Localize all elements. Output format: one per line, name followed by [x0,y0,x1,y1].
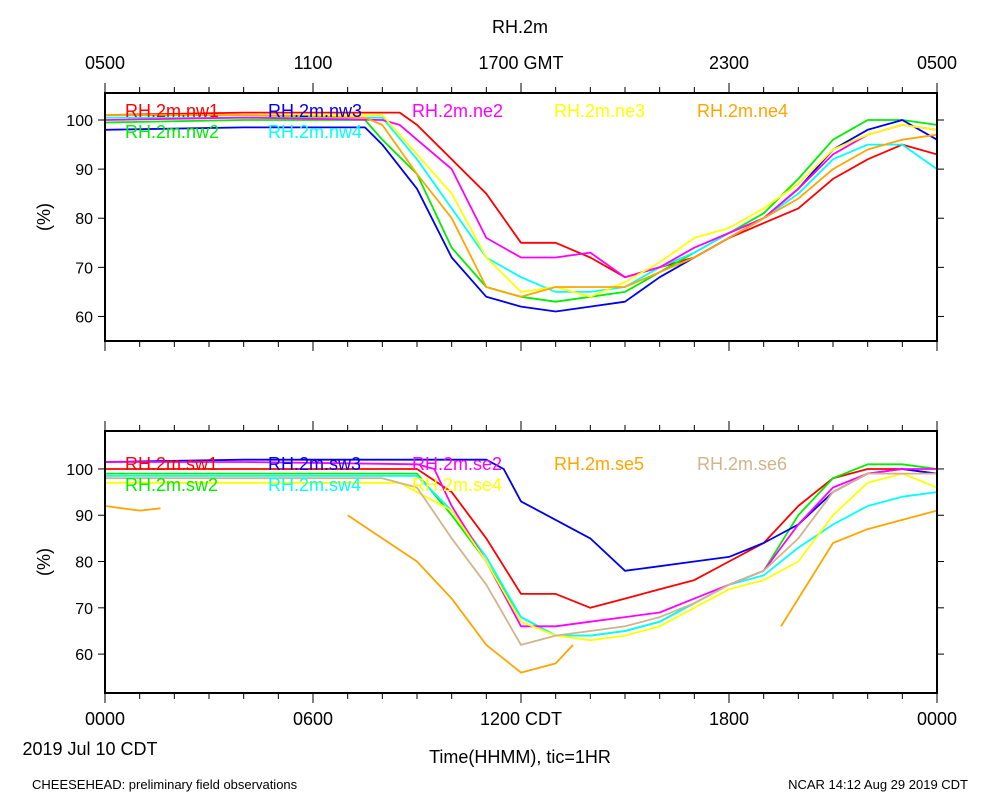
y-tick-label: 100 [66,462,93,479]
y-axis-label: (%) [34,548,54,576]
x-tick-label: 1800 [709,709,749,729]
footer-right: NCAR 14:12 Aug 29 2019 CDT [788,777,968,792]
legend-entry: RH.2m.ne2 [412,101,503,121]
legend-entry: RH.2m.ne4 [697,101,788,121]
top-x-tick-label: 1700 GMT [478,53,563,73]
series-line-RH-2m-nw3 [105,119,937,313]
y-tick-label: 90 [75,508,93,525]
series-line-RH-2m-sw4 [105,474,937,637]
top-x-tick-label: 0500 [917,53,957,73]
legend-entry: RH.2m.ne3 [554,101,645,121]
legend-entry: RH.2m.sw1 [125,454,218,474]
series-line-RH-2m-sw2 [105,463,937,637]
legend-entry: RH.2m.nw1 [125,101,219,121]
series-line-RH-2m-nw2 [105,119,937,303]
legend-entry: RH.2m.nw4 [268,122,362,142]
y-tick-label: 70 [75,260,93,277]
series-group [105,458,937,674]
legend-entry: RH.2m.se2 [412,454,502,474]
chart-title: RH.2m [492,17,548,37]
top-x-tick-label: 0500 [85,53,125,73]
y-axis-label: (%) [34,203,54,231]
footer-left: CHEESEHEAD: preliminary field observatio… [32,777,298,792]
legend-entry: RH.2m.sw4 [268,475,361,495]
series-line-RH-2m-nw4 [105,116,937,293]
y-tick-label: 100 [66,113,93,130]
series-line-RH-2m-se4 [105,472,937,642]
top-x-tick-label: 2300 [709,53,749,73]
x-axis-label: Time(HHMM), tic=1HR [429,747,611,767]
series-line-RH-2m-ne2 [105,116,937,279]
series-line-RH-2m-se5 [780,509,937,627]
date-label: 2019 Jul 10 CDT [22,739,157,759]
legend-entry: RH.2m.se6 [697,454,787,474]
x-tick-label: 0000 [85,709,125,729]
series-group [105,111,937,313]
y-tick-label: 80 [75,211,93,228]
top-x-tick-label: 1100 [294,53,333,73]
series-line-RH-2m-se6 [105,472,937,646]
y-tick-label: 60 [75,647,93,664]
legend-entry: RH.2m.nw3 [268,101,362,121]
x-tick-label: 0000 [917,709,957,729]
series-line-RH-2m-nw1 [105,111,937,279]
series-line-RH-2m-se5 [105,505,161,512]
series-line-RH-2m-se5 [347,514,574,674]
legend-entry: RH.2m.se4 [412,475,502,495]
y-tick-label: 70 [75,601,93,618]
legend-entry: RH.2m.sw3 [268,454,361,474]
y-tick-label: 80 [75,555,93,572]
x-tick-label: 0600 [293,709,333,729]
y-tick-label: 90 [75,162,93,179]
series-line-RH-2m-ne4 [105,114,937,298]
series-line-RH-2m-ne3 [105,114,937,298]
legend-entry: RH.2m.sw2 [125,475,218,495]
y-tick-label: 60 [75,309,93,326]
x-tick-label: 1200 CDT [480,709,562,729]
legend-entry: RH.2m.nw2 [125,122,219,142]
plot-frame [104,430,938,694]
series-line-RH-2m-se2 [105,461,937,628]
plot-frame [104,92,938,342]
legend-entry: RH.2m.se5 [554,454,644,474]
